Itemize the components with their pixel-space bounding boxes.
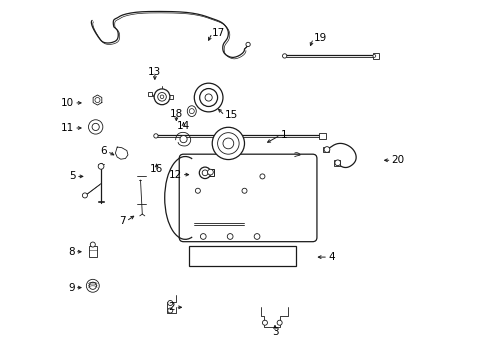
Text: 9: 9 [68, 283, 75, 293]
Circle shape [254, 234, 260, 239]
Text: 8: 8 [68, 247, 75, 257]
Circle shape [180, 135, 187, 143]
Circle shape [90, 242, 95, 247]
Text: 7: 7 [119, 216, 126, 226]
Circle shape [154, 89, 169, 105]
Circle shape [88, 120, 102, 134]
Text: 15: 15 [224, 111, 238, 121]
Circle shape [160, 95, 163, 99]
Bar [188, 246, 296, 266]
Circle shape [227, 234, 233, 239]
Circle shape [207, 169, 213, 175]
Text: 12: 12 [168, 170, 182, 180]
Bar [333, 160, 339, 166]
Text: 14: 14 [177, 121, 190, 131]
Circle shape [202, 170, 207, 176]
Bar [147, 92, 152, 96]
Circle shape [212, 127, 244, 159]
Circle shape [372, 54, 375, 57]
Circle shape [262, 320, 267, 325]
Circle shape [199, 89, 217, 107]
Circle shape [189, 109, 194, 114]
Circle shape [194, 83, 223, 112]
Circle shape [260, 174, 264, 179]
Text: 6: 6 [101, 146, 107, 156]
Circle shape [324, 147, 329, 152]
Circle shape [199, 167, 210, 179]
Bar [319, 133, 325, 139]
Text: 16: 16 [150, 164, 163, 174]
Circle shape [245, 42, 250, 46]
Circle shape [158, 93, 166, 101]
Bar [372, 53, 379, 59]
Polygon shape [115, 147, 128, 159]
Circle shape [98, 163, 104, 169]
Text: 11: 11 [61, 123, 74, 133]
FancyBboxPatch shape [179, 154, 316, 242]
Ellipse shape [187, 106, 196, 117]
Circle shape [217, 133, 239, 154]
Circle shape [242, 188, 246, 193]
Circle shape [195, 188, 200, 193]
Circle shape [95, 98, 100, 103]
Circle shape [277, 320, 282, 325]
Bar [323, 147, 328, 152]
Text: 20: 20 [391, 155, 404, 165]
Text: 19: 19 [313, 33, 326, 43]
Circle shape [92, 123, 99, 131]
Circle shape [86, 279, 99, 292]
Text: 13: 13 [148, 67, 161, 77]
Text: 2: 2 [168, 302, 175, 312]
Text: 18: 18 [169, 109, 183, 120]
Circle shape [89, 282, 96, 289]
Text: 5: 5 [69, 171, 76, 181]
Circle shape [204, 94, 212, 101]
Circle shape [334, 160, 340, 166]
Circle shape [223, 138, 233, 149]
Bar [88, 246, 97, 257]
Circle shape [167, 301, 172, 306]
Circle shape [282, 54, 286, 58]
Text: 17: 17 [212, 28, 225, 38]
Circle shape [200, 234, 206, 239]
Text: 10: 10 [61, 98, 74, 108]
Text: 1: 1 [280, 130, 286, 140]
Circle shape [153, 134, 158, 138]
Circle shape [167, 308, 172, 313]
Text: 3: 3 [271, 327, 278, 337]
Bar [201, 168, 214, 176]
Circle shape [82, 193, 87, 198]
Bar [169, 95, 173, 99]
Text: 4: 4 [327, 252, 334, 262]
Polygon shape [93, 95, 102, 105]
